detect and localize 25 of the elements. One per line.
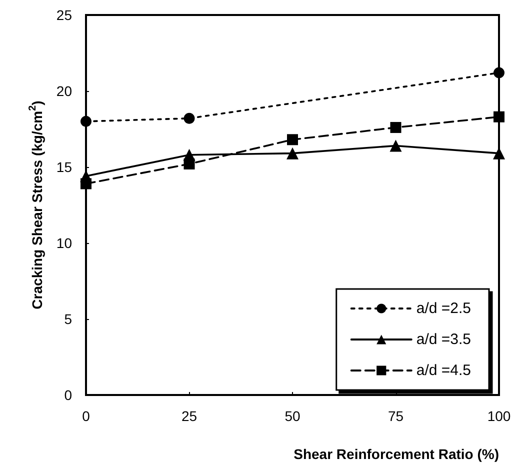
y-axis-title: Cracking Shear Stress (kg/cm2) [28,100,45,310]
y-tick-label: 0 [64,387,72,403]
y-tick-label: 5 [64,311,72,327]
x-tick-label: 100 [487,408,511,424]
legend-label: a/d =2.5 [416,300,472,317]
y-tick-label: 25 [56,7,72,23]
y-tick-label: 20 [56,83,72,99]
point [390,122,402,133]
point [287,134,298,146]
point [286,147,298,160]
legend-label: a/d =3.5 [416,331,472,348]
x-tick-label: 75 [388,408,404,424]
point [183,148,196,161]
y-tick-label: 15 [56,159,72,175]
x-tick-label: 0 [82,408,90,424]
x-axis-title: Shear Reinforcement Ratio (%) [294,446,499,462]
y-tick-label: 10 [56,235,72,251]
point [494,111,504,122]
point [184,112,195,124]
point [390,140,402,152]
x-tick-label: 25 [181,408,198,424]
x-tick-label: 50 [284,408,300,424]
legend-label: a/d =4.5 [416,362,472,379]
point [80,116,92,127]
point [494,67,504,78]
